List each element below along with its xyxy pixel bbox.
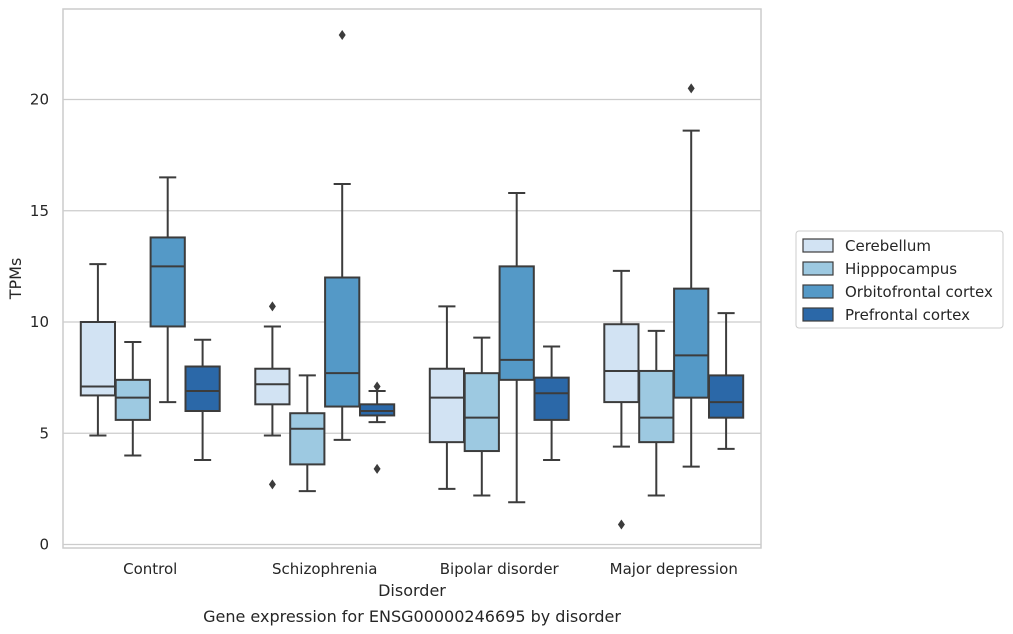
outlier-point (687, 83, 695, 94)
box-iqr (603, 323, 640, 404)
box-iqr (324, 276, 361, 408)
box-iqr (289, 412, 326, 466)
box-iqr (428, 367, 466, 444)
legend-label: Prefrontal cortex (845, 306, 970, 324)
legend-swatch (802, 261, 834, 276)
chart-caption: Gene expression for ENSG00000246695 by d… (203, 607, 621, 626)
legend-label: Hipppocampus (845, 260, 957, 278)
outlier-point (617, 519, 625, 530)
box-iqr (254, 367, 291, 406)
box-prefrontal-cortex (533, 345, 570, 461)
outlier-point (373, 463, 381, 474)
box-iqr (358, 403, 396, 417)
outlier-point (268, 479, 276, 490)
box-hipppocampus (638, 329, 675, 497)
box-hipppocampus (289, 374, 326, 493)
box-hipppocampus (463, 336, 500, 497)
box-iqr (673, 287, 710, 399)
x-tick-labels: Control Schizophrenia Bipolar disorder Majo… (123, 560, 738, 578)
box-iqr (463, 372, 500, 453)
x-tick-label: Schizophrenia (272, 560, 377, 578)
y-tick-labels: 0 5 10 15 20 (30, 91, 49, 554)
box-iqr (114, 378, 151, 421)
box-iqr (79, 321, 117, 397)
x-axis-label: Disorder (378, 581, 446, 600)
box-iqr (533, 376, 570, 421)
box-orbitofrontal-cortex (324, 29, 361, 441)
box-series (79, 29, 745, 530)
y-axis-label: TPMs (6, 258, 25, 301)
x-tick-label: Control (123, 560, 177, 578)
legend-swatch (802, 307, 834, 322)
box-orbitofrontal-cortex (673, 83, 710, 468)
box-cerebellum (428, 305, 466, 490)
outlier-point (268, 301, 276, 312)
y-tick-label: 0 (39, 536, 49, 554)
plot-frame (62, 8, 762, 549)
box-prefrontal-cortex (358, 381, 396, 474)
box-orbitofrontal-cortex (149, 176, 186, 404)
box-cerebellum (603, 269, 640, 530)
box-iqr (149, 236, 186, 328)
y-tick-label: 20 (30, 91, 49, 109)
box-orbitofrontal-cortex (498, 191, 535, 504)
legend: Cerebellum Hipppocampus Orbitofrontal cort… (795, 230, 1004, 329)
x-tick-label: Bipolar disorder (440, 560, 560, 578)
legend-swatch (802, 238, 834, 253)
box-cerebellum (254, 301, 291, 490)
legend-frame (795, 230, 1004, 329)
legend-label: Orbitofrontal cortex (845, 283, 993, 301)
box-iqr (638, 369, 675, 444)
box-hipppocampus (114, 341, 151, 457)
x-tick-label: Major depression (610, 560, 738, 578)
outlier-point (338, 29, 346, 40)
box-iqr (498, 265, 535, 381)
legend-label: Cerebellum (845, 237, 931, 255)
box-prefrontal-cortex (707, 312, 745, 450)
legend-swatch (802, 284, 834, 299)
box-prefrontal-cortex (184, 338, 221, 461)
box-cerebellum (79, 263, 117, 437)
y-tick-label: 10 (30, 313, 49, 331)
y-tick-label: 15 (30, 202, 49, 220)
outlier-point (373, 381, 381, 392)
y-tick-label: 5 (39, 424, 49, 442)
box-iqr (707, 374, 745, 419)
box-iqr (184, 365, 221, 412)
